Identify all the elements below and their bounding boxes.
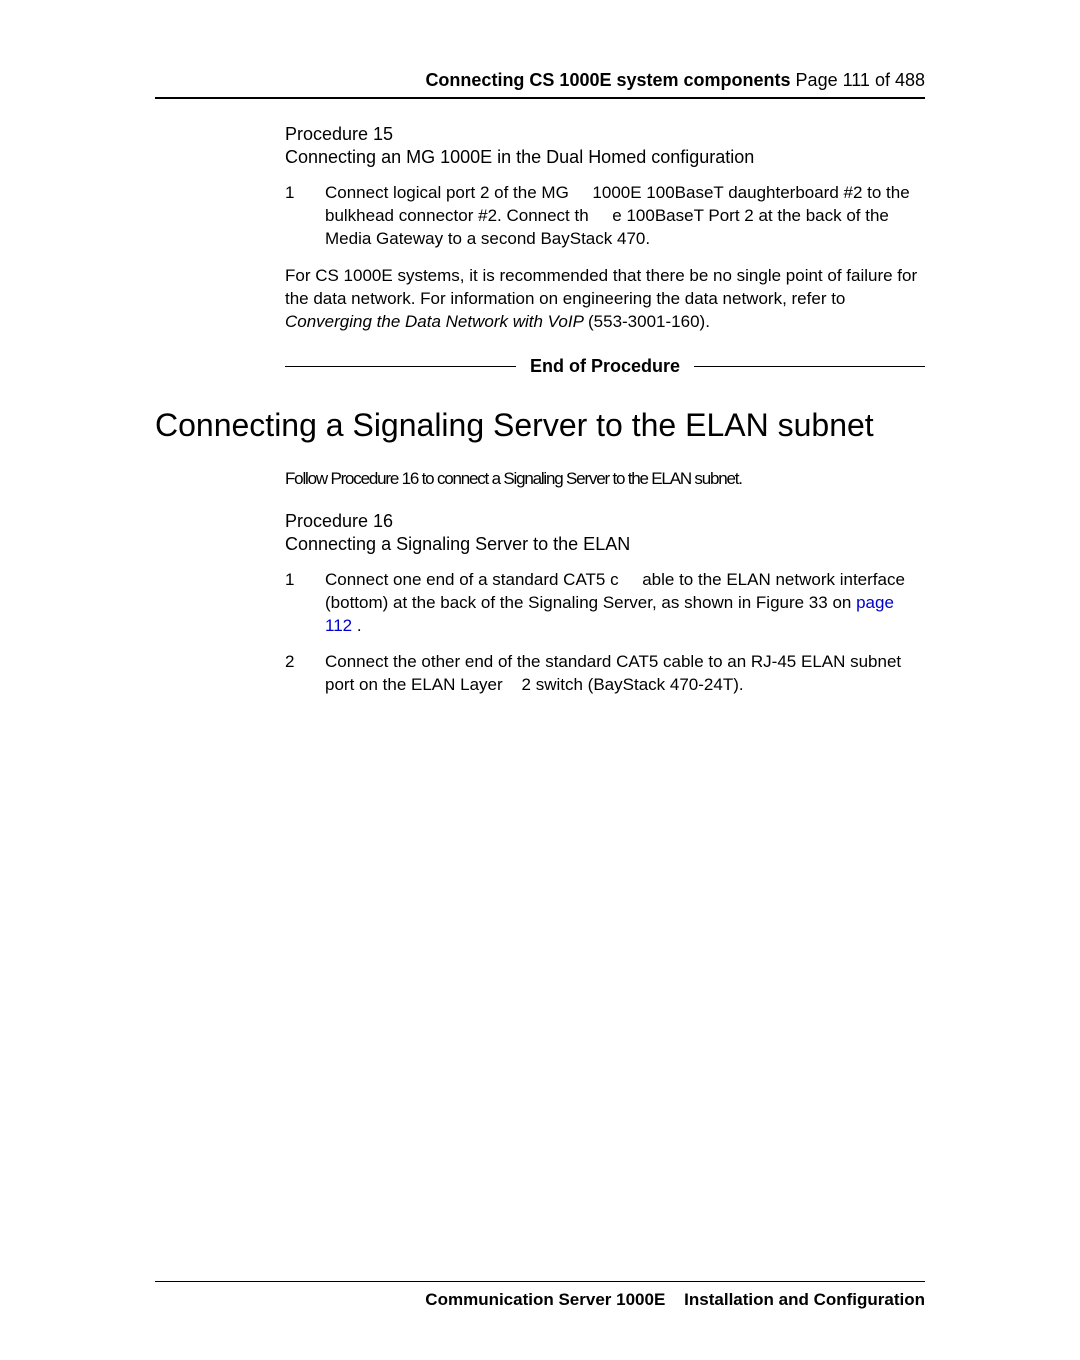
step-text: Connect logical port 2 of the MG 1000E 1… <box>325 182 925 251</box>
end-of-procedure: End of Procedure <box>285 356 925 377</box>
procedure-15-label: Procedure 15 <box>285 124 925 145</box>
step-number: 1 <box>285 182 325 251</box>
step-number: 1 <box>285 569 325 638</box>
note-italic: Converging the Data Network with VoIP <box>285 312 588 331</box>
step1-text-a: Connect one end of a standard CAT5 c abl… <box>325 570 905 612</box>
procedure-15-note: For CS 1000E systems, it is recommended … <box>285 265 925 334</box>
header-title: Connecting CS 1000E system components <box>425 70 790 90</box>
procedure-16-step-1: 1 Connect one end of a standard CAT5 c a… <box>285 569 925 638</box>
document-page: Connecting CS 1000E system components Pa… <box>0 0 1080 1360</box>
header-page-info: Page 111 of 488 <box>791 70 925 90</box>
footer-text: Communication Server 1000E Installation … <box>425 1290 925 1309</box>
content-block-1: Procedure 15 Connecting an MG 1000E in t… <box>285 124 925 377</box>
section-intro: Follow Procedure 16 to connect a Signali… <box>285 469 925 489</box>
procedure-15-step-1: 1 Connect logical port 2 of the MG 1000E… <box>285 182 925 251</box>
content-block-2: Follow Procedure 16 to connect a Signali… <box>285 469 925 698</box>
end-of-procedure-label: End of Procedure <box>516 356 694 377</box>
step1-text-b: . <box>352 616 361 635</box>
step-number: 2 <box>285 651 325 697</box>
procedure-16-label: Procedure 16 <box>285 511 925 532</box>
step-text: Connect one end of a standard CAT5 c abl… <box>325 569 925 638</box>
divider-left <box>285 366 516 367</box>
page-header: Connecting CS 1000E system components Pa… <box>155 70 925 99</box>
section-heading: Connecting a Signaling Server to the ELA… <box>155 407 925 444</box>
divider-right <box>694 366 925 367</box>
step-text: Connect the other end of the standard CA… <box>325 651 925 697</box>
procedure-16-step-2: 2 Connect the other end of the standard … <box>285 651 925 697</box>
procedure-15-title: Connecting an MG 1000E in the Dual Homed… <box>285 147 925 168</box>
note-tail: (553-3001-160). <box>588 312 710 331</box>
procedure-16-title: Connecting a Signaling Server to the ELA… <box>285 534 925 555</box>
note-lead: For CS 1000E systems, it is recommended … <box>285 266 917 308</box>
page-footer: Communication Server 1000E Installation … <box>155 1281 925 1310</box>
